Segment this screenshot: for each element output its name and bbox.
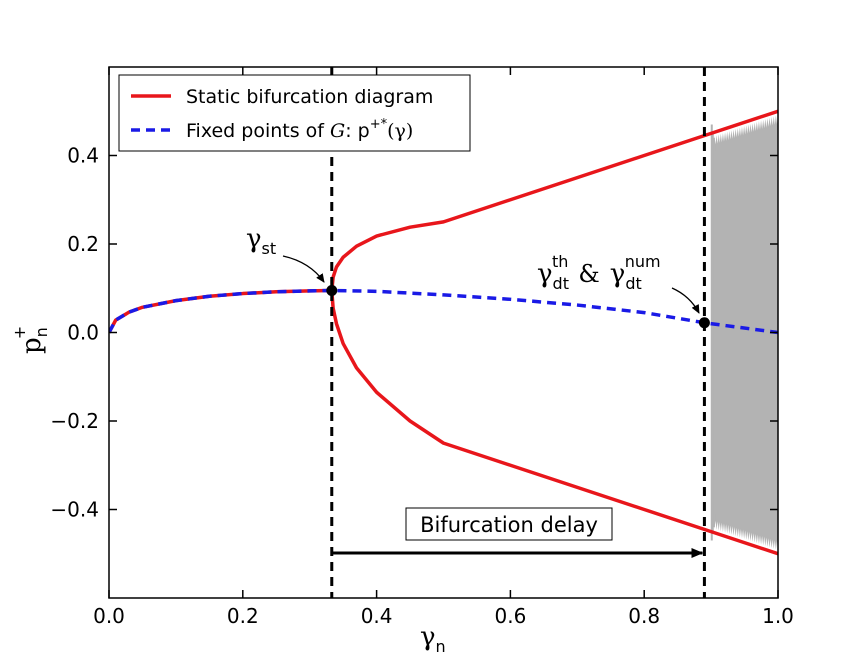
bifurcation-delay-annotation: Bifurcation delay xyxy=(331,507,704,558)
gamma-dt-annotation: γdtth & γdtnum xyxy=(537,252,700,314)
x-tick-label: 0.0 xyxy=(93,604,125,628)
svg-text:γdtth&γdtnum: γdtth & γdtnum xyxy=(537,252,661,293)
x-tick-label: 0.2 xyxy=(227,604,259,628)
series-line-static-1 xyxy=(330,109,778,291)
x-tick-label: 0.6 xyxy=(494,604,526,628)
legend: Static bifurcation diagram Fixed points … xyxy=(118,74,471,152)
y-tick-label: 0.2 xyxy=(67,232,99,256)
x-tick-label: 1.0 xyxy=(762,604,794,628)
x-tick-label: 0.8 xyxy=(628,604,660,628)
oscillation-band xyxy=(714,114,778,551)
gamma-st-annotation: γst xyxy=(246,224,325,283)
gamma-dt-pointer xyxy=(671,287,700,314)
y-tick-label: −0.4 xyxy=(50,498,99,522)
y-axis-label: pn+ xyxy=(10,326,51,354)
series-layer xyxy=(109,109,778,556)
x-axis-label: γn xyxy=(420,622,446,656)
threshold-lines xyxy=(330,67,706,598)
series-line-fixed-points xyxy=(109,288,778,335)
delay-label-box xyxy=(405,507,613,541)
bifurcation-points xyxy=(326,284,710,329)
oscillation-region xyxy=(710,114,778,551)
y-tick-label: 0.4 xyxy=(67,144,99,168)
gamma-dt-point xyxy=(698,317,710,329)
y-tick-label: 0.0 xyxy=(67,321,99,345)
svg-text:γst: γst xyxy=(246,224,276,258)
series-line-static-2 xyxy=(330,290,778,556)
y-tick-label: −0.2 xyxy=(50,409,99,433)
axis-ticks: 0.0 0.2 0.4 0.6 0.8 1.0 −0.4 −0.2 0.0 0.2 0.4 xyxy=(50,67,794,628)
gamma-st-point xyxy=(326,284,338,296)
delay-label: Bifurcation delay xyxy=(420,513,598,537)
legend-box xyxy=(118,74,471,152)
x-tick-label: 0.4 xyxy=(361,604,393,628)
svg-text:pn+: pn+ xyxy=(10,326,51,354)
gamma-st-pointer xyxy=(282,255,325,283)
legend-label-fixed-points: Fixed points of G: p+*(γ) xyxy=(186,117,413,142)
legend-label-static: Static bifurcation diagram xyxy=(186,86,433,108)
